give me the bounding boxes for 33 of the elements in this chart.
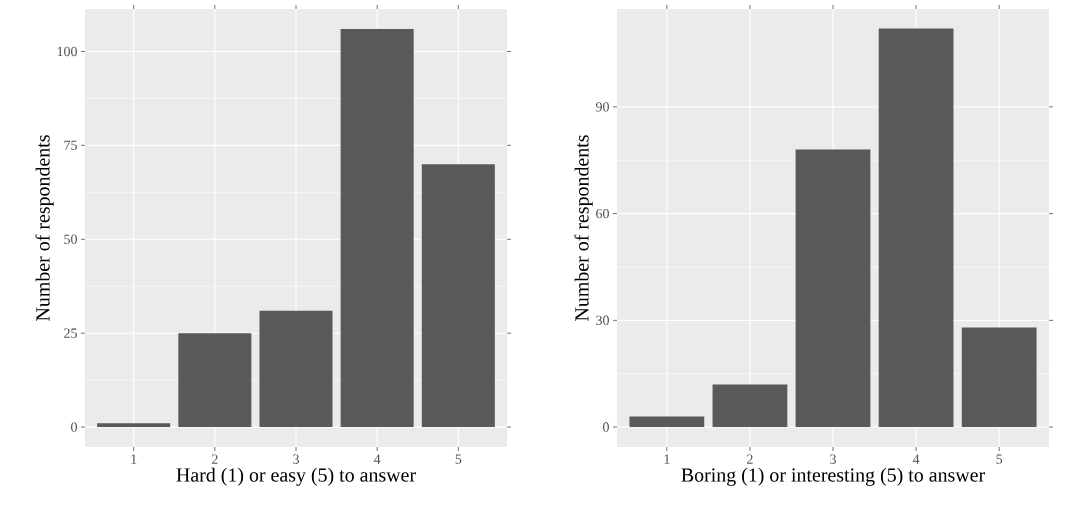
x-axis-title: Boring (1) or interesting (5) to answer <box>681 467 985 486</box>
y-tick-label: 25 <box>64 328 77 338</box>
y-axis-title: Number of respondents <box>574 135 593 321</box>
x-axis-title: Hard (1) or easy (5) to answer <box>176 467 416 486</box>
bar <box>259 310 333 428</box>
bar <box>795 149 871 428</box>
x-tick-label: 4 <box>912 454 920 464</box>
y-tick-label: 30 <box>596 315 609 326</box>
y-axis-title: Number of respondents <box>35 135 54 321</box>
bar <box>878 28 954 428</box>
bar <box>712 384 788 428</box>
bar <box>178 333 252 428</box>
x-tick-label: 1 <box>664 454 670 464</box>
x-tick-label: 2 <box>211 454 218 464</box>
y-tick-label: 100 <box>57 46 77 57</box>
bar <box>97 423 171 428</box>
x-tick-label: 1 <box>131 454 137 464</box>
x-tick-label: 3 <box>293 454 299 464</box>
y-tick-label: 75 <box>64 140 77 150</box>
bar <box>421 164 495 428</box>
x-tick-label: 2 <box>747 454 753 464</box>
y-tick-label: 0 <box>603 422 609 432</box>
x-tick-label: 4 <box>373 454 381 464</box>
bar <box>961 327 1037 428</box>
x-tick-label: 3 <box>830 454 836 464</box>
x-tick-label: 5 <box>455 454 462 464</box>
y-tick-label: 50 <box>64 234 77 244</box>
y-tick-label: 90 <box>595 102 609 112</box>
x-tick-label: 5 <box>996 454 1003 464</box>
bar <box>340 28 414 428</box>
y-tick-label: 0 <box>71 422 77 432</box>
bar <box>629 416 705 428</box>
y-tick-label: 60 <box>596 208 609 219</box>
